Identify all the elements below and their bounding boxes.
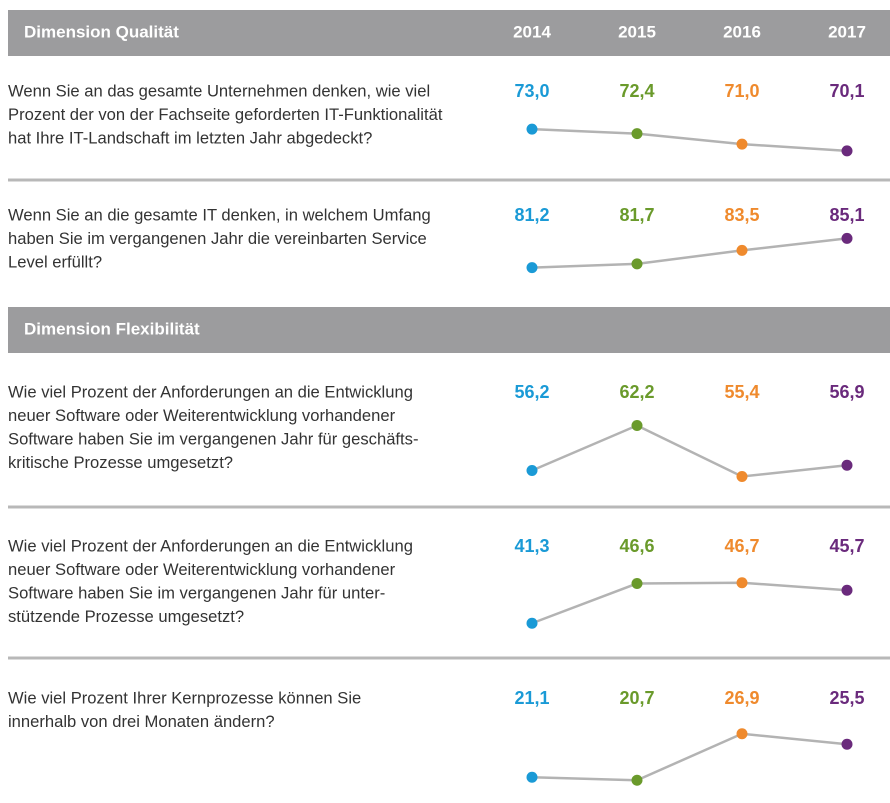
value-dot [736, 728, 748, 740]
question-line: hat Ihre IT-Landschaft im letzten Jahr a… [8, 129, 372, 148]
value-dot [841, 232, 853, 244]
value-dot [631, 420, 643, 431]
value-label: 71,0 [724, 81, 759, 101]
section-title: Dimension Flexibilität [24, 319, 200, 338]
value-dot [841, 145, 853, 157]
value-dot [841, 459, 853, 471]
value-dot [526, 262, 538, 274]
value-label: 41,3 [514, 536, 549, 556]
year-header: 2014 [513, 22, 551, 41]
value-dot [631, 774, 643, 786]
trend-line [531, 127, 848, 153]
question-line: kritische Prozesse umgesetzt? [8, 453, 233, 472]
trend-line [531, 732, 848, 782]
question-line: Software haben Sie im vergangenen Jahr f… [8, 430, 418, 449]
question-line: Wenn Sie an die gesamte IT denken, in we… [8, 205, 431, 224]
value-label: 70,1 [829, 81, 864, 101]
question-line: Wie viel Prozent der Anforderungen an di… [8, 382, 413, 401]
value-dot [526, 465, 538, 476]
question-line: Wie viel Prozent der Anforderungen an di… [8, 536, 413, 555]
value-dot [526, 123, 538, 135]
year-header: 2017 [828, 22, 866, 41]
question-line: Software haben Sie im vergangenen Jahr f… [8, 584, 385, 603]
question-line: innerhalb von drei Monaten ändern? [8, 712, 275, 731]
question-line: Wenn Sie an das gesamte Unternehmen denk… [8, 81, 430, 100]
value-label: 83,5 [724, 205, 759, 225]
value-dot [526, 771, 538, 783]
trend-line [531, 237, 848, 269]
value-dot [841, 584, 853, 596]
value-label: 72,4 [619, 81, 654, 101]
value-label: 25,5 [829, 688, 864, 708]
value-dot [736, 138, 748, 150]
question-line: neuer Software oder Weiterentwicklung vo… [8, 560, 396, 579]
value-label: 46,6 [619, 536, 654, 556]
trend-line [531, 424, 848, 478]
value-label: 73,0 [514, 81, 549, 101]
value-dot [736, 244, 748, 256]
year-header: 2016 [723, 22, 761, 41]
value-label: 85,1 [829, 205, 864, 225]
value-label: 45,7 [829, 536, 864, 556]
year-header: 2015 [618, 22, 656, 41]
value-label: 21,1 [514, 688, 549, 708]
value-label: 81,2 [514, 205, 549, 225]
question-line: neuer Software oder Weiterentwicklung vo… [8, 406, 396, 425]
question-line: Wie viel Prozent Ihrer Kernprozesse könn… [8, 688, 361, 707]
value-label: 26,9 [724, 688, 759, 708]
question-line: Prozent der von der Fachseite geforderte… [8, 105, 443, 124]
value-dot [631, 578, 643, 589]
question-line: Level erfüllt? [8, 253, 102, 272]
section-title: Dimension Qualität [24, 22, 179, 41]
value-label: 20,7 [619, 688, 654, 708]
value-label: 81,7 [619, 205, 654, 225]
value-dot [526, 617, 538, 629]
value-label: 56,9 [829, 382, 864, 402]
value-dot [841, 738, 853, 750]
value-label: 46,7 [724, 536, 759, 556]
value-label: 56,2 [514, 382, 549, 402]
value-label: 62,2 [619, 382, 654, 402]
value-dot [736, 471, 748, 482]
value-label: 55,4 [724, 382, 759, 402]
question-line: haben Sie im vergangenen Jahr die verein… [8, 229, 427, 248]
trend-line [531, 581, 848, 625]
value-dot [631, 128, 643, 140]
value-dot [631, 258, 643, 270]
section-bar [8, 10, 890, 56]
question-line: stützende Prozesse umgesetzt? [8, 607, 244, 626]
value-dot [736, 577, 748, 589]
section-bar [8, 307, 890, 353]
